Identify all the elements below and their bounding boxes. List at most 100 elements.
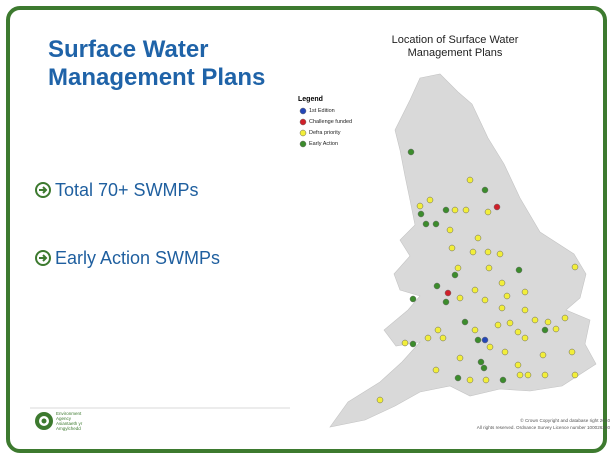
map-marker (462, 206, 470, 214)
map-marker (499, 376, 507, 384)
map-marker (516, 371, 524, 379)
map-marker (448, 244, 456, 252)
map-marker (401, 339, 409, 347)
map-marker (493, 203, 501, 211)
legend-swatch (299, 118, 307, 126)
map-marker (503, 292, 511, 300)
legend-label: 1st Edition (309, 108, 335, 114)
logo-line: Environment Agency (56, 411, 82, 421)
map-marker (498, 304, 506, 312)
map-marker (442, 298, 450, 306)
copyright: © Crown Copyright and database right 201… (520, 418, 610, 423)
map-marker (481, 186, 489, 194)
map-marker (376, 396, 384, 404)
map-marker (422, 220, 430, 228)
map-marker (486, 343, 494, 351)
map-marker (466, 176, 474, 184)
map-marker (521, 288, 529, 296)
slide-title: Surface Water Management Plans (48, 36, 266, 91)
map-marker (456, 354, 464, 362)
map-title: Location of Surface Water Management Pla… (391, 34, 519, 59)
map-marker (571, 371, 579, 379)
legend-dots (299, 107, 307, 148)
legend-swatch (299, 129, 307, 137)
map-marker (456, 294, 464, 302)
bullet: Total 70+ SWMPs (35, 180, 199, 201)
map-marker (409, 295, 417, 303)
bullet: Early Action SWMPs (35, 248, 220, 269)
legend-swatch (299, 140, 307, 148)
map-marker (514, 361, 522, 369)
logo-line: Asiantaeth yr Amgylchedd (56, 421, 83, 431)
map-marker (469, 248, 477, 256)
bullet-text: Early Action SWMPs (55, 248, 221, 268)
bullet-text: Total 70+ SWMPs (55, 180, 199, 200)
logo-text: Environment Agency Asiantaeth yr Amgylche… (56, 411, 96, 431)
map-marker (494, 321, 502, 329)
map-marker (433, 282, 441, 290)
map-marker (407, 148, 415, 156)
map-marker (481, 296, 489, 304)
map-marker (409, 340, 417, 348)
copyright: All rights reserved. Ordnance Survey Lic… (476, 425, 610, 430)
map-marker (552, 325, 560, 333)
map-marker (485, 264, 493, 272)
map-marker (454, 374, 462, 382)
map-marker (466, 376, 474, 384)
legend-title: Legend (298, 96, 323, 103)
map-marker (480, 364, 488, 372)
map-marker (541, 371, 549, 379)
map-marker (515, 266, 523, 274)
markers (376, 148, 579, 404)
map-marker (561, 314, 569, 322)
map-marker (454, 264, 462, 272)
map-marker (471, 326, 479, 334)
map-marker (482, 376, 490, 384)
legend-label: Challenge funded (309, 119, 353, 125)
map-marker (501, 348, 509, 356)
map-marker (474, 234, 482, 242)
map-marker (442, 206, 450, 214)
legend-label: Early Action (309, 141, 339, 147)
legend-swatch (299, 107, 307, 115)
map-marker (426, 196, 434, 204)
map-marker (461, 318, 469, 326)
map-marker (446, 226, 454, 234)
map-marker (481, 336, 489, 344)
map-marker (484, 208, 492, 216)
map-marker (531, 316, 539, 324)
england-wales-map (329, 73, 597, 428)
map-marker (451, 206, 459, 214)
map-marker (477, 358, 485, 366)
map-marker (541, 326, 549, 334)
map-marker (498, 279, 506, 287)
map-marker (484, 248, 492, 256)
map-marker (539, 351, 547, 359)
map-marker (544, 318, 552, 326)
map-marker (521, 306, 529, 314)
map-marker (432, 366, 440, 374)
bullet-icon (35, 250, 51, 266)
map-marker (568, 348, 576, 356)
legend-label: Defra priority (309, 130, 341, 136)
map-marker (451, 271, 459, 279)
map-marker (439, 334, 447, 342)
map-marker (417, 210, 425, 218)
map-marker (571, 263, 579, 271)
map-marker (416, 202, 424, 210)
bullet-icon (35, 182, 51, 198)
map-marker (471, 286, 479, 294)
map-marker (506, 319, 514, 327)
logo-icon (35, 412, 53, 430)
map-marker (424, 334, 432, 342)
map-marker (444, 289, 452, 297)
map-marker (514, 328, 522, 336)
map-marker (521, 334, 529, 342)
map-marker (432, 220, 440, 228)
map-marker (474, 336, 482, 344)
map-marker (496, 250, 504, 258)
map-marker (434, 326, 442, 334)
map-marker (524, 371, 532, 379)
